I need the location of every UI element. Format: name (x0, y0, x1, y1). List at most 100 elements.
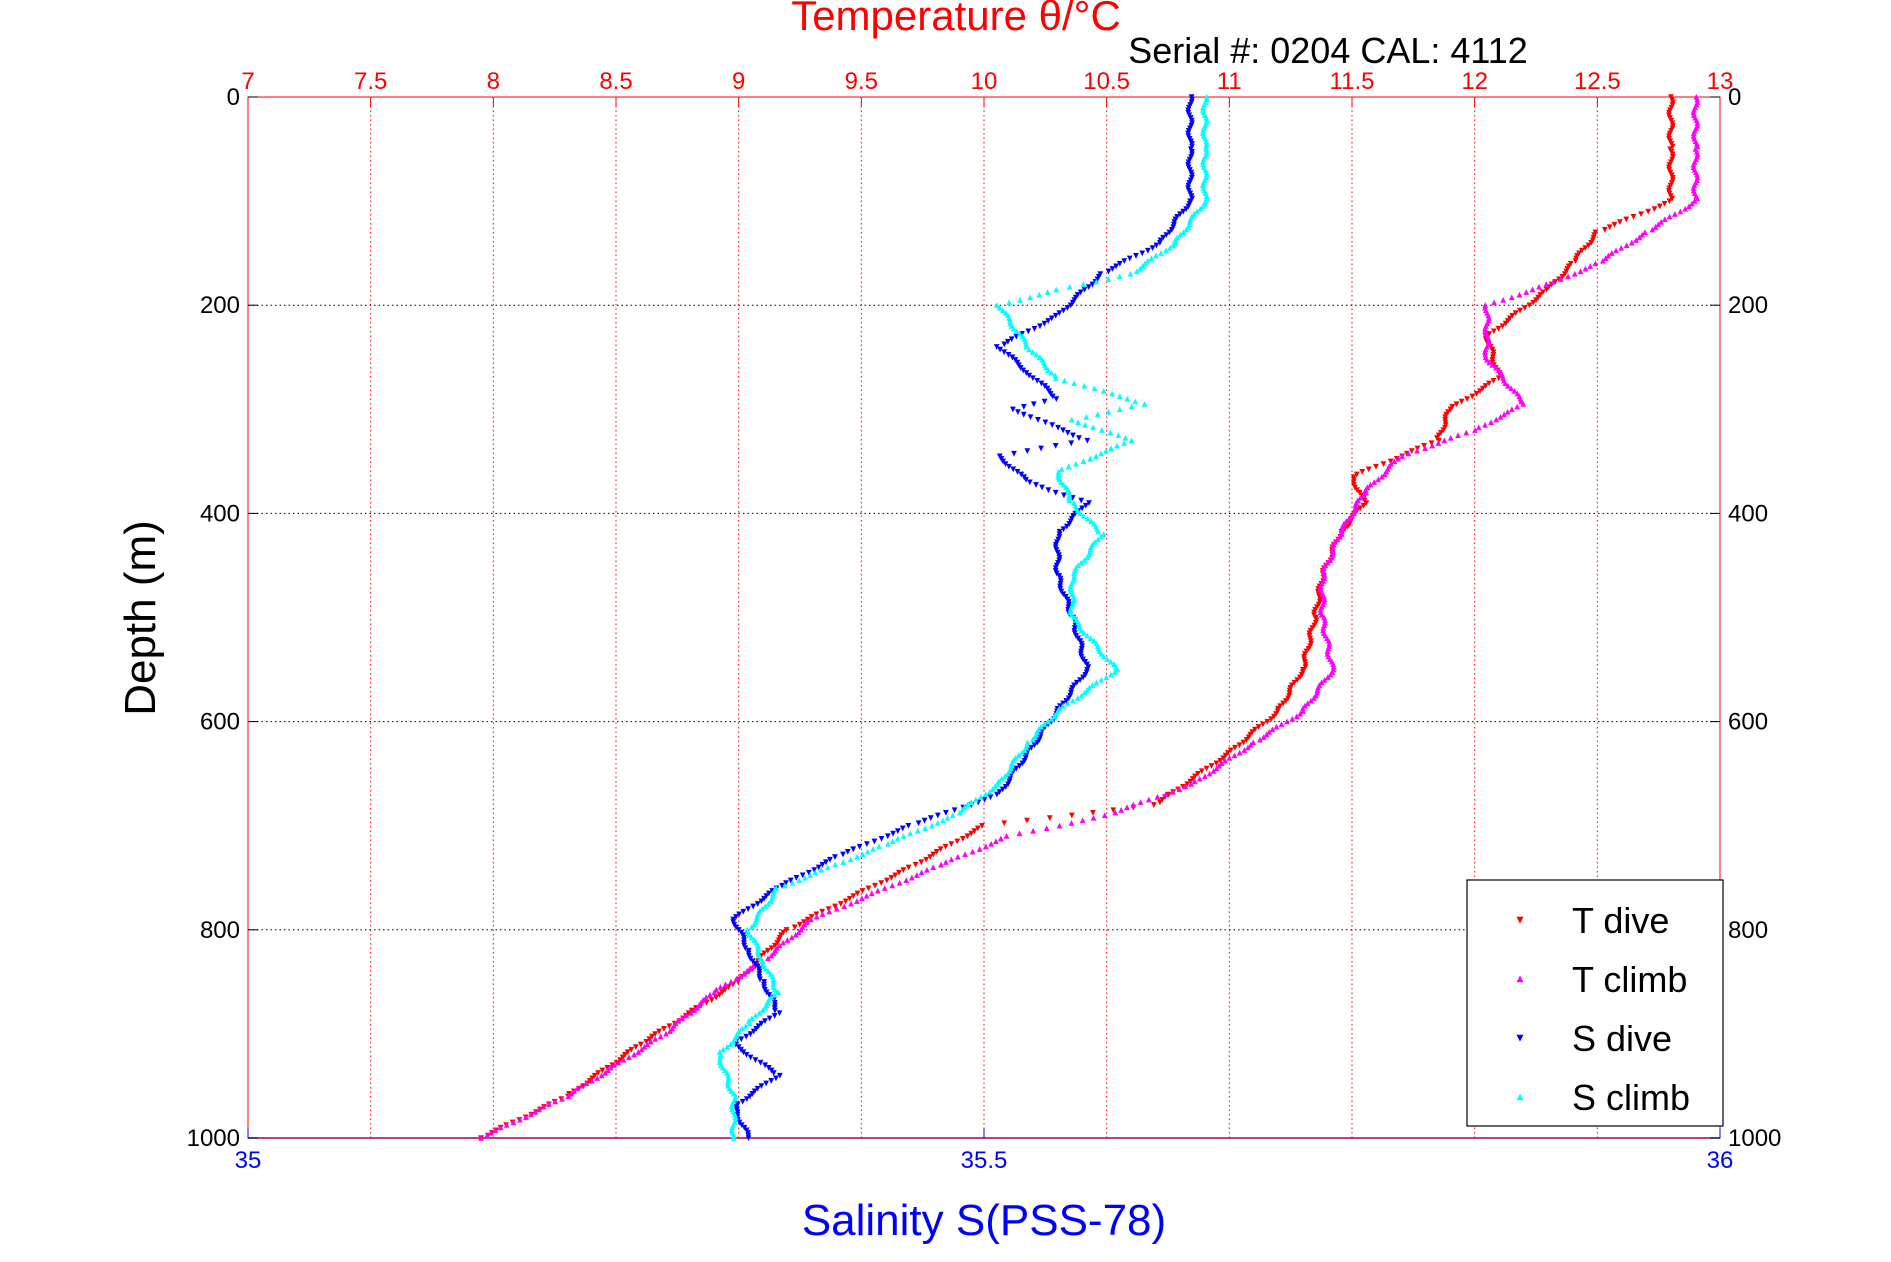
data-point (1399, 453, 1406, 459)
data-point (914, 827, 921, 834)
data-point (748, 924, 755, 930)
data-point (1090, 809, 1096, 816)
data-point (962, 851, 968, 858)
data-point (997, 835, 1004, 842)
data-point (765, 900, 772, 907)
data-point (1030, 375, 1036, 382)
data-point (771, 986, 778, 993)
data-point (900, 833, 907, 839)
data-point (1068, 812, 1075, 819)
data-point (1226, 754, 1233, 761)
data-point (1658, 218, 1665, 225)
data-point (1623, 216, 1630, 223)
data-point (1464, 396, 1471, 402)
data-point (1133, 253, 1139, 259)
data-point (1605, 252, 1612, 259)
data-point (1391, 458, 1398, 465)
data-point (844, 849, 851, 855)
data-point (1381, 471, 1388, 478)
data-point (1587, 263, 1594, 269)
data-point (1266, 728, 1273, 735)
data-point (745, 1135, 752, 1142)
data-point (1447, 434, 1454, 441)
data-point (1100, 531, 1107, 537)
data-point (1038, 723, 1044, 730)
data-point (889, 882, 896, 889)
temperature-tick-label: 7 (241, 68, 254, 95)
data-point (607, 1064, 614, 1071)
data-point (900, 867, 907, 874)
data-point (1079, 817, 1086, 824)
data-point (632, 1044, 639, 1050)
data-point (762, 965, 769, 972)
data-point (1655, 221, 1662, 228)
data-point (1176, 786, 1183, 792)
data-point (1085, 284, 1092, 291)
data-point (762, 1004, 768, 1011)
data-point (969, 848, 976, 855)
data-point (1003, 833, 1010, 839)
data-point (1502, 380, 1509, 386)
data-point (922, 825, 929, 832)
temperature-tick-label: 13 (1707, 68, 1734, 95)
data-point (1469, 393, 1476, 400)
data-point (638, 1046, 645, 1053)
data-point (983, 843, 989, 850)
data-point (1045, 487, 1052, 494)
data-point (1157, 799, 1163, 806)
data-point (1269, 726, 1276, 733)
data-point (1001, 341, 1008, 348)
data-point (728, 978, 734, 985)
data-point (868, 890, 875, 897)
data-point (994, 780, 1001, 787)
data-point (620, 1056, 627, 1063)
depth-axis-ticks-left: 0 200 400 600 800 1000 (187, 84, 258, 1152)
legend-label: T climb (1572, 959, 1687, 1000)
data-point (1074, 507, 1081, 514)
data-point (1108, 445, 1114, 452)
data-point (1458, 398, 1465, 405)
data-point (1029, 348, 1036, 355)
data-point (1216, 762, 1222, 769)
data-point (1639, 231, 1646, 238)
data-point (571, 1088, 578, 1094)
data-point (1060, 702, 1067, 709)
data-point (1024, 817, 1030, 824)
data-point (1084, 437, 1091, 444)
data-point (1013, 328, 1020, 334)
data-point (972, 796, 979, 803)
data-point (1149, 245, 1156, 252)
depth-tick-label-right: 400 (1728, 500, 1768, 527)
data-point (1060, 481, 1067, 488)
data-point (742, 1023, 749, 1029)
data-point (1618, 244, 1625, 251)
data-point (1505, 382, 1511, 389)
data-point (776, 1010, 783, 1017)
data-point (1163, 247, 1169, 254)
data-point (1475, 424, 1482, 431)
data-point (1496, 367, 1502, 373)
data-point (934, 820, 941, 826)
data-point (1008, 322, 1015, 329)
data-point (812, 869, 819, 876)
data-point (978, 794, 984, 800)
data-point (1357, 494, 1364, 501)
depth-tick-label-left: 0 (227, 84, 240, 111)
data-point (1070, 432, 1076, 439)
temperature-tick-label: 10.5 (1083, 68, 1130, 95)
data-point (841, 903, 848, 910)
data-point (1038, 445, 1044, 452)
data-point (1308, 697, 1314, 704)
data-point (890, 830, 896, 837)
data-point (708, 997, 715, 1004)
data-point (1043, 825, 1050, 832)
data-point (647, 1038, 654, 1045)
data-point (1691, 198, 1698, 204)
salinity-tick-label: 35 (235, 1147, 262, 1174)
data-point (1034, 377, 1041, 384)
data-point (878, 880, 885, 887)
data-point (1066, 283, 1073, 290)
data-point (796, 877, 803, 884)
data-point (741, 970, 747, 977)
data-point (594, 1075, 601, 1081)
